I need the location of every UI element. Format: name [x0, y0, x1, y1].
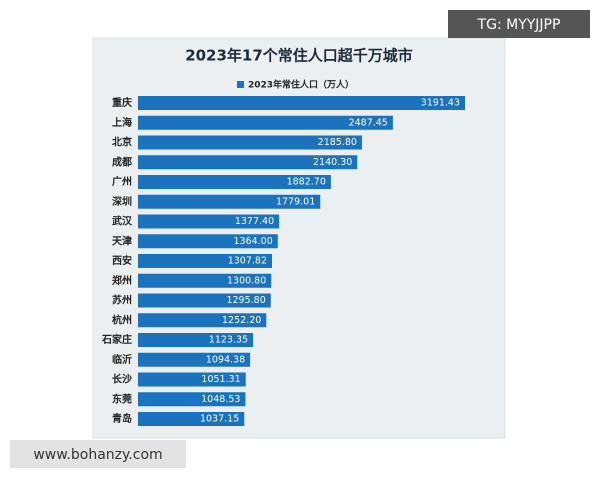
bar [138, 115, 393, 130]
bar [138, 273, 272, 288]
value-label: 2487.45 [349, 117, 388, 128]
bar [138, 254, 273, 268]
value-label: 1882.70 [287, 177, 326, 188]
value-label: 1364.00 [233, 236, 272, 247]
value-label: 1295.80 [226, 295, 265, 306]
category-label: 苏州 [112, 294, 132, 307]
bar [138, 234, 278, 249]
bar [138, 135, 362, 150]
value-label: 1252.20 [222, 315, 261, 326]
watermark-box [10, 440, 186, 468]
category-label: 郑州 [112, 274, 132, 287]
category-label: 石家庄 [101, 333, 132, 346]
value-label: 2185.80 [318, 137, 357, 148]
category-label: 西安 [112, 254, 132, 267]
value-label: 1307.82 [228, 256, 267, 267]
bar [138, 333, 254, 347]
value-label: 1037.15 [200, 414, 239, 425]
value-label: 1300.80 [227, 275, 266, 286]
value-label: 1377.40 [235, 216, 274, 227]
bar [138, 194, 321, 209]
bar [138, 412, 245, 426]
bar [138, 293, 271, 308]
legend-label: 2023年常住人口（万人） [248, 79, 354, 91]
legend-swatch [237, 81, 244, 88]
bar [138, 392, 246, 407]
watermark: www.bohanzy.com [33, 447, 162, 463]
bar [138, 352, 251, 367]
category-label: 上海 [112, 116, 132, 129]
category-label: 天津 [112, 234, 132, 247]
watermark: TG: MYYJJPP [477, 17, 561, 33]
bar [138, 155, 358, 170]
category-label: 杭州 [112, 313, 132, 326]
watermark-box [448, 10, 590, 38]
bar [138, 214, 280, 229]
category-label: 成都 [112, 155, 132, 168]
category-label: 北京 [112, 136, 132, 149]
value-label: 1051.31 [201, 374, 240, 385]
value-label: 1094.38 [206, 354, 245, 365]
category-label: 广州 [112, 175, 132, 188]
value-label: 1779.01 [276, 196, 315, 207]
chart-title: 2023年17个常住人口超千万城市 [185, 47, 413, 65]
category-label: 长沙 [112, 373, 132, 386]
bar [138, 175, 331, 189]
category-label: 重庆 [112, 96, 132, 109]
category-label: 深圳 [112, 195, 132, 208]
bar [138, 372, 246, 387]
value-label: 2140.30 [313, 157, 352, 168]
value-label: 1048.53 [201, 394, 240, 405]
bar [138, 313, 267, 328]
category-label: 武汉 [112, 215, 133, 228]
category-label: 青岛 [112, 412, 132, 425]
value-label: 1123.35 [209, 335, 248, 346]
category-label: 临沂 [112, 353, 132, 366]
category-label: 东莞 [112, 392, 132, 405]
bar [138, 96, 465, 110]
value-label: 3191.43 [421, 98, 460, 109]
